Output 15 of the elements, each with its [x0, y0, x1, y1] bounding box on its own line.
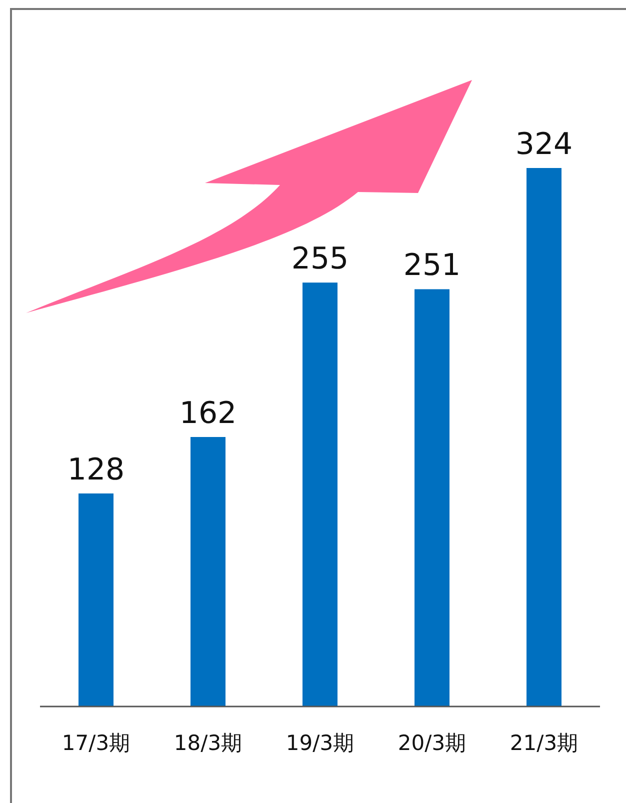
x-tick-label: 18/3期 [174, 731, 242, 755]
bar [414, 289, 450, 706]
x-tick-label: 19/3期 [286, 731, 354, 755]
bar [78, 493, 114, 706]
x-tick-label: 17/3期 [62, 731, 130, 755]
data-label: 162 [179, 396, 237, 431]
bar [190, 437, 226, 706]
bar [526, 168, 562, 706]
data-label: 255 [291, 242, 349, 277]
data-label: 251 [403, 248, 461, 284]
data-label: 324 [515, 127, 573, 162]
x-tick-label: 21/3期 [510, 731, 578, 755]
x-tick-label: 20/3期 [398, 731, 466, 755]
bar [302, 282, 338, 706]
data-label: 128 [67, 452, 125, 488]
